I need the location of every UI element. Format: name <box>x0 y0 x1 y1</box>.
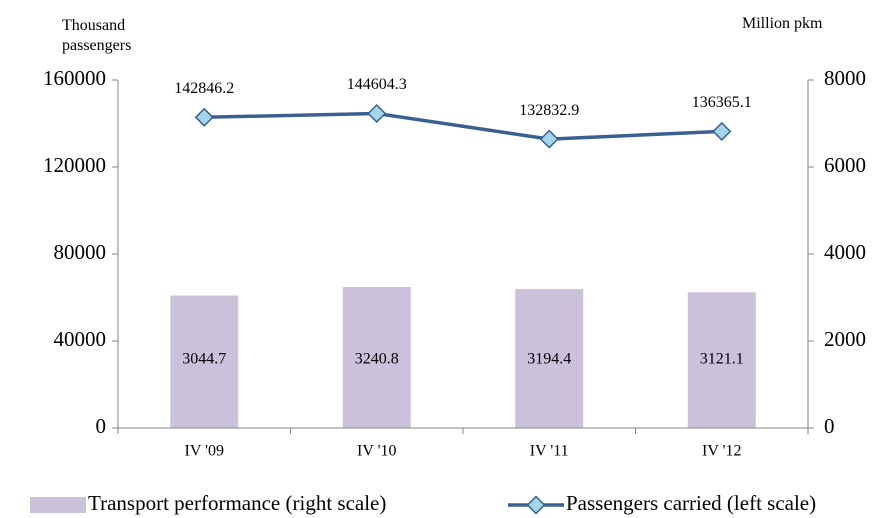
marker <box>539 129 559 149</box>
x-tick-label: IV '09 <box>185 443 224 460</box>
y-tick-label: 40000 <box>54 327 107 351</box>
y2-tick-label: 6000 <box>824 153 866 177</box>
x-tick-label: IV '12 <box>702 443 741 460</box>
legend-label: Passengers carried (left scale) <box>566 491 816 515</box>
y-axis-title: Thousand passengers <box>62 17 132 54</box>
x-tick-label: IV '11 <box>530 443 569 460</box>
bar-label: 3194.4 <box>527 351 571 368</box>
bar <box>342 287 411 428</box>
bar <box>687 292 756 428</box>
y-tick-label: 160000 <box>43 66 106 90</box>
bar <box>515 289 584 428</box>
legend-marker <box>526 495 546 515</box>
bar-label: 3044.7 <box>182 351 226 368</box>
marker <box>367 103 387 124</box>
y2-tick-label: 0 <box>824 414 835 438</box>
legend-swatch <box>30 497 86 513</box>
y2-tick-label: 2000 <box>824 327 866 351</box>
point-label: 132832.9 <box>519 102 579 119</box>
point-label: 142846.2 <box>174 80 234 97</box>
marker <box>194 107 214 127</box>
y-tick-label: 80000 <box>54 240 107 264</box>
point-label: 136365.1 <box>692 94 752 111</box>
marker <box>712 121 732 141</box>
y2-axis-title: Million pkm <box>742 15 823 32</box>
y2-tick-label: 8000 <box>824 66 866 90</box>
y2-tick-label: 4000 <box>824 240 866 264</box>
line <box>204 111 722 141</box>
legend-label: Transport performance (right scale) <box>88 491 386 515</box>
point-label: 144604.3 <box>347 76 407 93</box>
bar-label: 3121.1 <box>700 351 744 368</box>
x-tick-label: IV '10 <box>357 443 396 460</box>
bar <box>170 295 239 428</box>
y-tick-label: 120000 <box>43 153 106 177</box>
y-tick-label: 0 <box>96 414 107 438</box>
bar-label: 3240.8 <box>355 351 399 368</box>
